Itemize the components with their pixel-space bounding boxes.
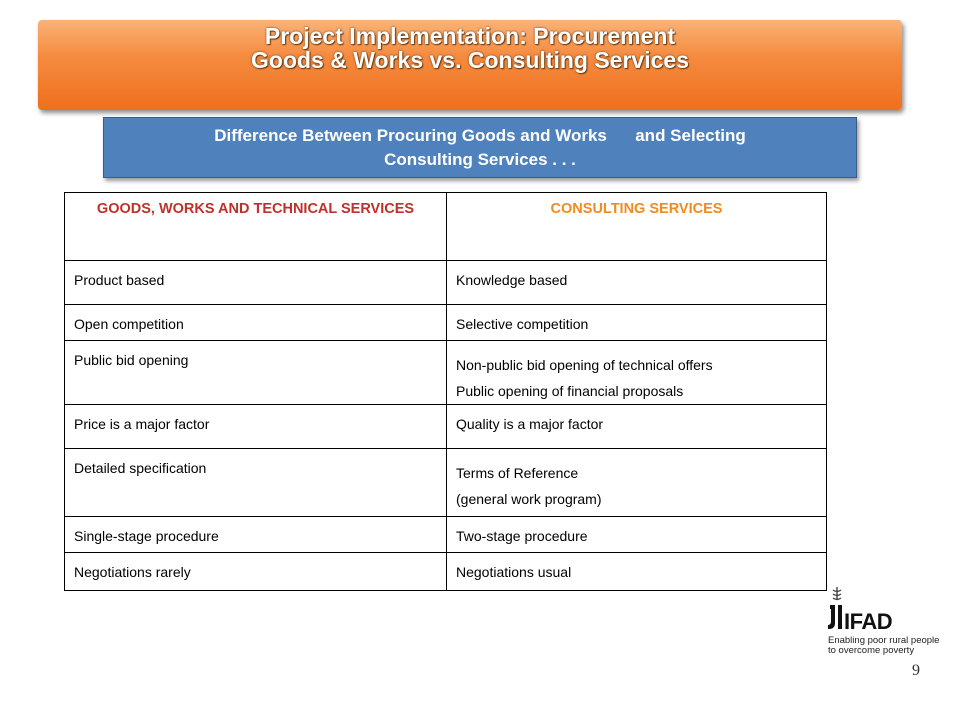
subtitle-box: Difference Between Procuring Goods and W…: [103, 117, 857, 178]
subtitle-line-2: Consulting Services . . .: [384, 149, 576, 169]
consulting-cell: Negotiations usual: [446, 552, 827, 591]
ifad-emblem-icon: [828, 587, 842, 629]
subtitle-line-1: Difference Between Procuring Goods and W…: [214, 125, 746, 145]
slide-title-line-1: Project Implementation: Procurement: [264, 23, 676, 49]
comparison-table: GOODS, WORKS AND TECHNICAL SERVICES CONS…: [64, 192, 827, 591]
cell-text: Public opening of financial proposals: [456, 383, 684, 399]
table-row: Single-stage procedure Two-stage procedur…: [64, 516, 827, 553]
cell-text: Single-stage procedure: [74, 528, 219, 544]
table-row: Detailed specification Terms of Reference…: [64, 448, 827, 517]
cell-text: Terms of Reference: [456, 465, 579, 481]
goods-cell: Public bid opening: [64, 340, 447, 405]
cell-text: Public bid opening: [74, 352, 189, 368]
logo-wordmark: IFAD: [844, 609, 893, 634]
consulting-cell: Two-stage procedure: [446, 516, 827, 553]
consulting-cell: Selective competition: [446, 304, 827, 341]
table-row: Product based Knowledge based: [64, 260, 827, 305]
logo-tagline: Enabling poor rural people to overcome p…: [828, 636, 939, 656]
cell-text: (general work program): [456, 491, 602, 507]
table-row: Price is a major factor Quality is a majo…: [64, 404, 827, 449]
header-consulting-services: CONSULTING SERVICES: [446, 192, 827, 261]
cell-text: Detailed specification: [74, 460, 207, 476]
goods-cell: Single-stage procedure: [64, 516, 447, 553]
cell-text: Quality is a major factor: [456, 416, 604, 432]
cell-text: Two-stage procedure: [456, 528, 588, 544]
consulting-cell: Quality is a major factor: [446, 404, 827, 449]
page-number: 9: [912, 662, 920, 679]
table-row: Public bid opening Non-public bid opening…: [64, 340, 827, 405]
cell-text: Price is a major factor: [74, 416, 210, 432]
consulting-cell: Knowledge based: [446, 260, 827, 305]
cell-text: Open competition: [74, 316, 184, 332]
ifad-logo: IFAD Enabling poor rural people to overc…: [826, 583, 946, 658]
goods-cell: Negotiations rarely: [64, 552, 447, 591]
header-goods-works: GOODS, WORKS AND TECHNICAL SERVICES: [64, 192, 447, 261]
cell-text: Negotiations usual: [456, 564, 572, 580]
table-row: Negotiations rarely Negotiations usual: [64, 552, 827, 591]
consulting-cell: Non-public bid opening of technical offe…: [446, 340, 827, 405]
goods-cell: Open competition: [64, 304, 447, 341]
cell-text: Non-public bid opening of technical offe…: [456, 357, 713, 373]
table-header-row: GOODS, WORKS AND TECHNICAL SERVICES CONS…: [64, 192, 827, 261]
table-row: Open competition Selective competition: [64, 304, 827, 341]
consulting-cell: Terms of Reference (general work program): [446, 448, 827, 517]
logo-tagline-line-1: Enabling poor rural people: [828, 635, 940, 646]
cell-text: Selective competition: [456, 316, 589, 332]
logo-tagline-line-2: to overcome poverty: [828, 645, 915, 656]
cell-text: Negotiations rarely: [74, 564, 191, 580]
goods-cell: Detailed specification: [64, 448, 447, 517]
slide-title-line-2: Goods & Works vs. Consulting Services: [251, 47, 689, 73]
cell-text: Product based: [74, 272, 165, 288]
goods-cell: Product based: [64, 260, 447, 305]
cell-text: Knowledge based: [456, 272, 568, 288]
title-banner: Project Implementation: Procurement Good…: [38, 20, 902, 110]
goods-cell: Price is a major factor: [64, 404, 447, 449]
